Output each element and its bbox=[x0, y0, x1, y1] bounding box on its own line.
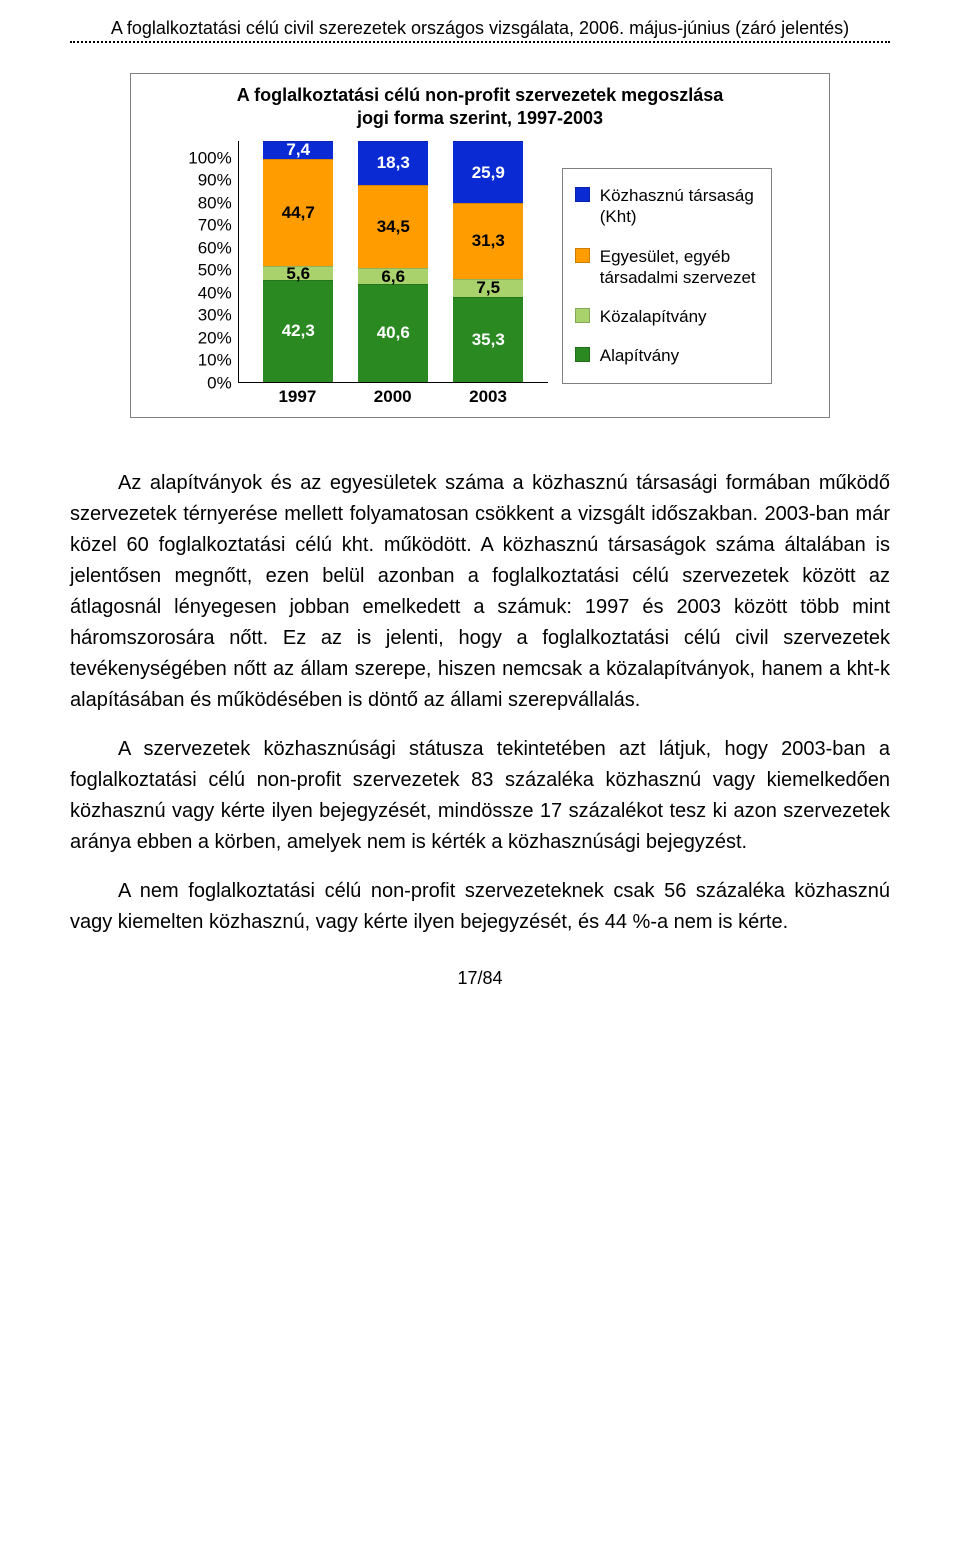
bar-segment: 25,9 bbox=[453, 141, 523, 203]
body-text: Az alapítványok és az egyesületek száma … bbox=[70, 468, 890, 938]
legend-label: Közhasznú társaság (Kht) bbox=[600, 185, 759, 228]
bar-column: 35,37,531,325,9 bbox=[453, 141, 523, 382]
chart-container: A foglalkoztatási célú non-profit szerve… bbox=[130, 73, 830, 418]
y-tick-label: 0% bbox=[207, 374, 232, 391]
bar-segment: 35,3 bbox=[453, 297, 523, 382]
page-number: 17/84 bbox=[70, 968, 890, 989]
legend-label: Egyesület, egyéb társadalmi szervezet bbox=[600, 246, 759, 289]
y-tick-label: 70% bbox=[198, 217, 232, 234]
bar-segment: 18,3 bbox=[358, 141, 428, 185]
y-tick-label: 60% bbox=[198, 239, 232, 256]
legend-swatch bbox=[575, 308, 590, 323]
chart-title-line2: jogi forma szerint, 1997-2003 bbox=[357, 108, 603, 128]
legend-item: Közalapítvány bbox=[575, 306, 759, 327]
x-tick-label: 2000 bbox=[358, 387, 428, 407]
bar-column: 40,66,634,518,3 bbox=[358, 141, 428, 382]
legend-swatch bbox=[575, 187, 590, 202]
y-tick-label: 50% bbox=[198, 262, 232, 279]
y-tick-label: 100% bbox=[188, 149, 231, 166]
legend-item: Alapítvány bbox=[575, 345, 759, 366]
bar-segment: 7,4 bbox=[263, 141, 333, 159]
header-rule bbox=[70, 41, 890, 43]
paragraph: Az alapítványok és az egyesületek száma … bbox=[70, 468, 890, 716]
bar-segment: 34,5 bbox=[358, 185, 428, 268]
legend-item: Egyesület, egyéb társadalmi szervezet bbox=[575, 246, 759, 289]
legend-swatch bbox=[575, 248, 590, 263]
y-tick-label: 30% bbox=[198, 307, 232, 324]
bar-segment: 7,5 bbox=[453, 279, 523, 297]
bar-column: 42,35,644,77,4 bbox=[263, 141, 333, 382]
chart-title-line1: A foglalkoztatási célú non-profit szerve… bbox=[237, 85, 723, 105]
chart-legend: Közhasznú társaság (Kht) Egyesület, egyéb… bbox=[562, 168, 772, 384]
running-header: A foglalkoztatási célú civil szerezetek … bbox=[70, 18, 890, 39]
bar-segment: 44,7 bbox=[263, 159, 333, 267]
bar-segment: 5,6 bbox=[263, 266, 333, 279]
y-tick-label: 80% bbox=[198, 194, 232, 211]
chart-title: A foglalkoztatási célú non-profit szerve… bbox=[131, 84, 829, 131]
y-axis-ticks: 0%10%20%30%40%50%60%70%80%90%100% bbox=[188, 141, 237, 383]
x-tick-label: 2003 bbox=[453, 387, 523, 407]
bar-segment: 6,6 bbox=[358, 268, 428, 284]
paragraph: A szervezetek közhasznúsági státusza tek… bbox=[70, 734, 890, 858]
paragraph: A nem foglalkoztatási célú non-profit sz… bbox=[70, 876, 890, 938]
y-tick-label: 40% bbox=[198, 284, 232, 301]
legend-swatch bbox=[575, 347, 590, 362]
x-tick-label: 1997 bbox=[262, 387, 332, 407]
y-tick-label: 20% bbox=[198, 329, 232, 346]
legend-item: Közhasznú társaság (Kht) bbox=[575, 185, 759, 228]
chart-plot-area: 0% 10% 20% 30% 40% 50% 60% 70% 80% 90% 100% 42,35,… bbox=[188, 141, 547, 411]
y-tick-label: 10% bbox=[198, 352, 232, 369]
legend-label: Közalapítvány bbox=[600, 306, 707, 327]
bar-segment: 31,3 bbox=[453, 203, 523, 278]
chart-plot: 42,35,644,77,4 40,66,634,518,3 35,37,531,3… bbox=[238, 141, 548, 383]
y-tick-label: 90% bbox=[198, 172, 232, 189]
bar-segment: 40,6 bbox=[358, 284, 428, 382]
x-axis-labels: 1997 2000 2003 bbox=[238, 383, 548, 411]
legend-label: Alapítvány bbox=[600, 345, 679, 366]
bar-segment: 42,3 bbox=[263, 280, 333, 382]
